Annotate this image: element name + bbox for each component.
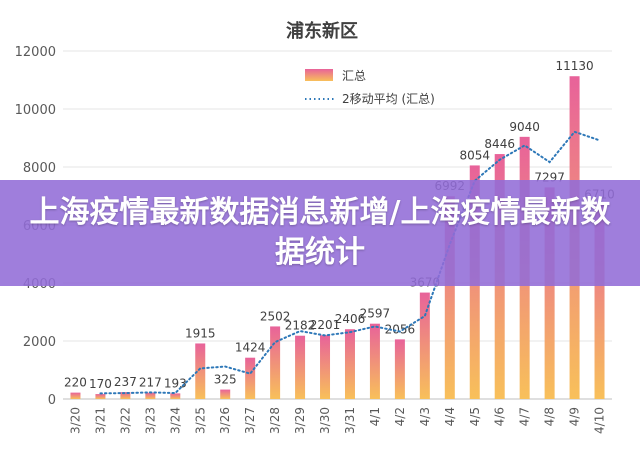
x-tick-label: 3/31 (343, 407, 357, 434)
data-label: 2406 (335, 312, 366, 326)
x-tick-label: 4/9 (568, 407, 582, 426)
moving-average-series (99, 130, 601, 395)
x-tick-label: 3/24 (168, 407, 182, 434)
x-tick-label: 3/21 (93, 407, 107, 434)
data-label: 8054 (459, 148, 490, 162)
data-label: 2502 (260, 309, 291, 323)
y-tick-label: 0 (48, 393, 56, 408)
bar (394, 339, 405, 399)
data-label: 325 (214, 373, 237, 387)
x-tick-label: 3/26 (218, 407, 232, 434)
data-label: 1424 (235, 341, 266, 355)
x-tick-label: 4/7 (518, 407, 532, 426)
data-label: 11130 (555, 59, 593, 73)
y-tick-label: 8000 (23, 161, 56, 176)
x-tick-label: 3/20 (68, 407, 82, 434)
x-tick-label: 4/4 (443, 407, 457, 426)
data-label: 217 (139, 376, 162, 390)
data-label: 2201 (310, 318, 341, 332)
bar (320, 335, 331, 399)
legend-bar-swatch (305, 69, 333, 81)
bar (195, 343, 206, 399)
bar (444, 196, 455, 399)
x-tick-label: 4/6 (493, 407, 507, 426)
x-tick-label: 3/23 (143, 407, 157, 434)
data-label: 237 (114, 375, 137, 389)
x-tick-label: 3/28 (268, 407, 282, 434)
legend: 汇总 2移动平均 (汇总) (305, 69, 435, 106)
bar (245, 357, 256, 399)
x-tick-label: 3/27 (243, 407, 257, 434)
x-tick-label: 3/30 (318, 407, 332, 434)
bar (170, 393, 181, 399)
x-tick-label: 4/2 (393, 407, 407, 426)
data-label: 2182 (285, 319, 316, 333)
headline-banner: 上海疫情最新数据消息新增/上海疫情最新数据统计 (0, 180, 640, 286)
bar (145, 392, 156, 399)
bar (70, 392, 81, 399)
x-tick-label: 4/10 (593, 407, 607, 434)
bar (594, 204, 605, 399)
bar (270, 326, 281, 399)
legend-bar-label: 汇总 (342, 69, 366, 83)
moving-average-line (99, 130, 601, 395)
chart-title: 浦东新区 (286, 20, 358, 42)
x-tick-label: 4/8 (543, 407, 557, 426)
data-label: 170 (89, 377, 112, 391)
x-axis-ticks: 3/20 3/21 3/22 3/23 3/24 3/25 3/26 3/27 3/28 3/29… (68, 407, 606, 434)
x-tick-label: 3/22 (118, 407, 132, 434)
data-label: 2597 (360, 307, 391, 321)
x-tick-label: 4/3 (418, 407, 432, 426)
headline-text: 上海疫情最新数据消息新增/上海疫情最新数据统计 (29, 195, 611, 270)
x-tick-label: 4/1 (368, 407, 382, 426)
bar (344, 329, 355, 399)
bar (120, 392, 131, 399)
x-tick-label: 3/29 (293, 407, 307, 434)
bar (95, 394, 106, 399)
data-label: 193 (164, 376, 187, 390)
y-tick-label: 12000 (15, 45, 56, 60)
data-label: 8446 (484, 137, 515, 151)
y-tick-label: 10000 (15, 103, 56, 118)
data-label: 220 (64, 376, 87, 390)
x-tick-label: 3/25 (193, 407, 207, 434)
x-tick-label: 4/5 (468, 407, 482, 426)
bar (369, 323, 380, 399)
data-label: 9040 (509, 120, 540, 134)
y-tick-label: 2000 (23, 335, 56, 350)
bar (419, 292, 430, 399)
bar (220, 389, 231, 399)
legend-line-label: 2移动平均 (汇总) (342, 92, 435, 106)
data-label: 1915 (185, 326, 216, 340)
bar (295, 335, 306, 399)
bar (544, 187, 555, 399)
